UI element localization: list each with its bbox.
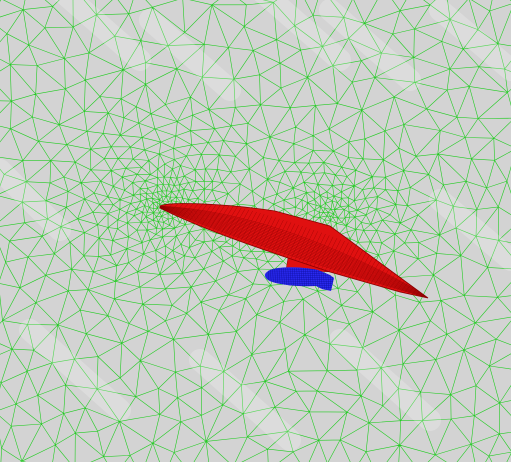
store-mesh [265,267,334,290]
watermark-stripes [0,0,511,440]
watermark-stripe [319,0,421,91]
watermark-stripe [54,0,151,71]
watermark-stripe [329,329,441,431]
store-body [264,267,334,291]
watermark-stripe [429,189,511,271]
watermark-stripe [189,349,301,451]
watermark-stripe [429,0,511,81]
watermark-stripe [254,0,351,71]
wing-surface [159,203,429,299]
watermark-stripe [139,9,241,101]
wing-outline [159,203,429,299]
watermark-stripe [19,319,131,421]
watermark-stripe [0,159,71,241]
